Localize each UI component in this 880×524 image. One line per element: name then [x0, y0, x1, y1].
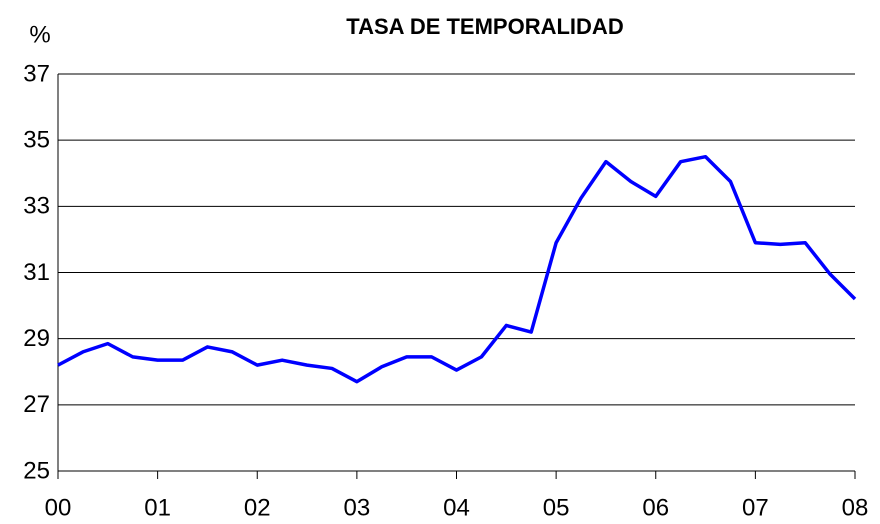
x-tick-label: 04 — [443, 494, 470, 521]
x-tick-label: 06 — [642, 494, 669, 521]
x-tick-label: 05 — [543, 494, 570, 521]
x-tick-label: 00 — [45, 494, 72, 521]
y-tick-label: 29 — [23, 325, 50, 352]
x-tick-label: 07 — [742, 494, 769, 521]
x-tick-label: 01 — [144, 494, 171, 521]
data-line — [57, 154, 857, 384]
x-tick-label: 03 — [344, 494, 371, 521]
y-tick-label: 27 — [23, 391, 50, 418]
x-tick-label: 02 — [244, 494, 271, 521]
x-tick-label: 08 — [842, 494, 869, 521]
y-tick-label: 31 — [23, 259, 50, 286]
y-tick-label: 33 — [23, 193, 50, 220]
y-tick-label: 37 — [23, 60, 50, 87]
y-tick-label: 25 — [23, 457, 50, 484]
y-tick-label: 35 — [23, 127, 50, 154]
chart-title: TASA DE TEMPORALIDAD — [346, 14, 623, 39]
y-axis-label: % — [29, 21, 50, 48]
